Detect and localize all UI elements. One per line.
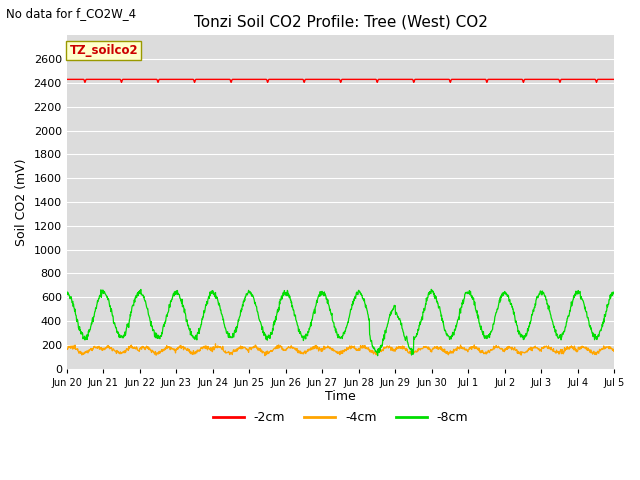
Text: TZ_soilco2: TZ_soilco2 xyxy=(69,44,138,57)
Text: No data for f_CO2W_4: No data for f_CO2W_4 xyxy=(6,7,136,20)
X-axis label: Time: Time xyxy=(325,390,356,403)
Y-axis label: Soil CO2 (mV): Soil CO2 (mV) xyxy=(15,158,28,246)
Title: Tonzi Soil CO2 Profile: Tree (West) CO2: Tonzi Soil CO2 Profile: Tree (West) CO2 xyxy=(193,15,488,30)
Legend: -2cm, -4cm, -8cm: -2cm, -4cm, -8cm xyxy=(207,406,474,429)
